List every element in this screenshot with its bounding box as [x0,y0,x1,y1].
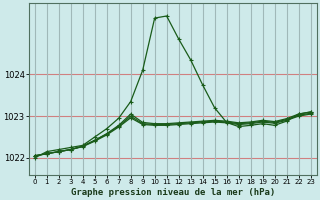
X-axis label: Graphe pression niveau de la mer (hPa): Graphe pression niveau de la mer (hPa) [70,188,275,197]
